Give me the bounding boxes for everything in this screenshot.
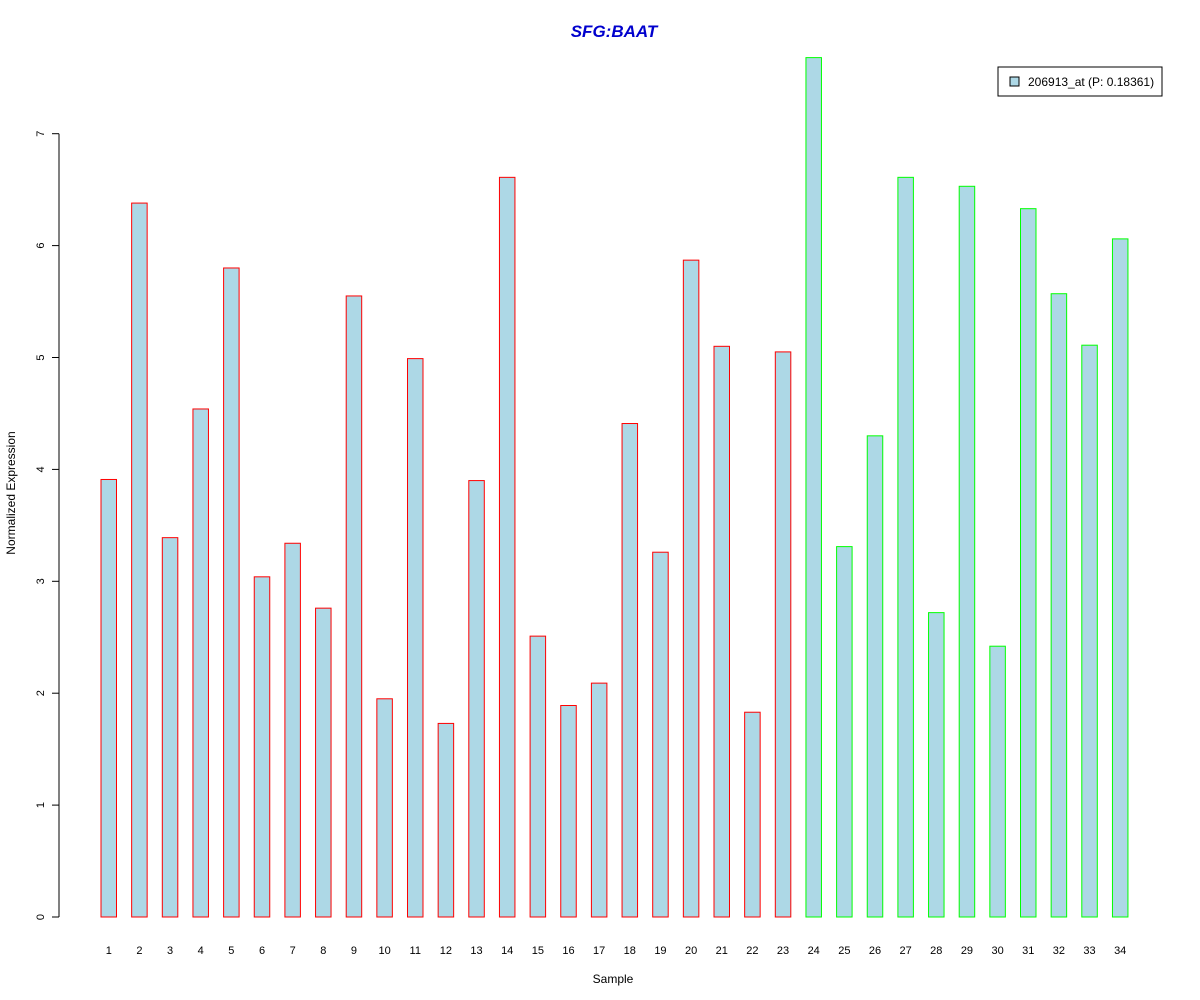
y-tick-label: 6	[35, 243, 47, 249]
x-tick-label: 29	[961, 945, 973, 957]
bar	[897, 176, 914, 918]
y-axis-label: Normalized Expression	[4, 431, 18, 554]
bar	[836, 546, 853, 918]
x-tick-label: 33	[1083, 945, 1095, 957]
bar	[253, 576, 271, 918]
bar	[223, 267, 240, 918]
y-tick-label: 7	[35, 131, 47, 137]
x-tick-label: 23	[777, 945, 789, 957]
x-tick-label: 28	[930, 945, 942, 957]
bar	[1111, 238, 1129, 918]
x-tick-label: 5	[228, 945, 234, 957]
x-tick-label: 6	[259, 945, 265, 957]
bar	[652, 551, 669, 918]
x-tick-label: 3	[167, 945, 173, 957]
bar	[1050, 293, 1068, 918]
x-tick-label: 26	[869, 945, 881, 957]
bar	[131, 202, 148, 918]
bar	[713, 345, 730, 918]
x-tick-label: 16	[562, 945, 574, 957]
y-tick-label: 1	[35, 802, 47, 808]
bar	[345, 295, 363, 918]
x-tick-label: 17	[593, 945, 605, 957]
x-axis-label: Sample	[593, 972, 634, 986]
x-tick-label: 34	[1114, 945, 1126, 957]
x-tick-label: 8	[320, 945, 326, 957]
x-tick-label: 30	[991, 945, 1003, 957]
bar	[468, 480, 485, 918]
x-tick-label: 11	[410, 945, 421, 957]
x-tick-label: 24	[808, 945, 820, 957]
bar	[1020, 208, 1037, 918]
bar	[682, 259, 700, 918]
x-tick-label: 15	[532, 945, 544, 957]
y-tick-label: 0	[35, 914, 47, 920]
x-tick-labels: 1 2 3 4 5 6 7 8 9 10 11 12 13 14 15 16 17 18 19 20 21 22 23 24 2…	[106, 945, 1127, 957]
bar	[866, 435, 884, 918]
bar	[1081, 344, 1098, 918]
legend: 206913_at (P: 0.18361)	[997, 66, 1163, 97]
bar	[376, 698, 393, 918]
bar	[805, 57, 822, 918]
bar	[958, 185, 976, 918]
bar	[407, 358, 424, 918]
x-tick-label: 18	[624, 945, 636, 957]
bar	[100, 478, 117, 918]
x-tick-label: 1	[106, 945, 112, 957]
bar	[284, 542, 301, 918]
bar	[774, 351, 792, 918]
bar	[560, 705, 577, 918]
bar	[928, 612, 945, 918]
x-tick-label: 13	[470, 945, 482, 957]
legend-label: 206913_at (P: 0.18361)	[1028, 75, 1154, 89]
x-tick-label: 27	[900, 945, 912, 957]
x-tick-label: 22	[746, 945, 758, 957]
bar	[744, 711, 761, 918]
x-tick-label: 25	[838, 945, 850, 957]
y-tick-label: 4	[35, 466, 47, 472]
bar	[315, 607, 332, 918]
x-tick-label: 19	[654, 945, 666, 957]
bar	[161, 537, 179, 918]
y-tick-label: 5	[35, 354, 47, 360]
x-tick-label: 14	[501, 945, 513, 957]
legend-swatch	[1009, 76, 1020, 87]
x-tick-label: 32	[1053, 945, 1065, 957]
bar	[498, 176, 516, 918]
x-tick-label: 9	[351, 945, 357, 957]
bar	[529, 635, 547, 918]
y-tick-label: 2	[35, 690, 47, 696]
bars-group	[100, 57, 1129, 918]
bar	[621, 423, 639, 918]
bar	[590, 682, 608, 918]
bar	[192, 408, 209, 918]
bar	[437, 722, 455, 918]
legend-box	[997, 66, 1163, 97]
bar	[989, 645, 1006, 918]
x-tick-label: 21	[716, 945, 728, 957]
x-tick-label: 12	[440, 945, 452, 957]
chart-title: SFG:BAAT	[571, 22, 659, 41]
y-axis: 0 1 2 3 4 5 6 7	[35, 131, 60, 920]
y-tick-label: 3	[35, 578, 47, 584]
x-tick-label: 20	[685, 945, 697, 957]
x-tick-label: 31	[1022, 945, 1034, 957]
x-tick-label: 10	[378, 945, 390, 957]
x-tick-label: 7	[290, 945, 296, 957]
x-tick-label: 4	[198, 945, 204, 957]
x-tick-label: 2	[136, 945, 142, 957]
